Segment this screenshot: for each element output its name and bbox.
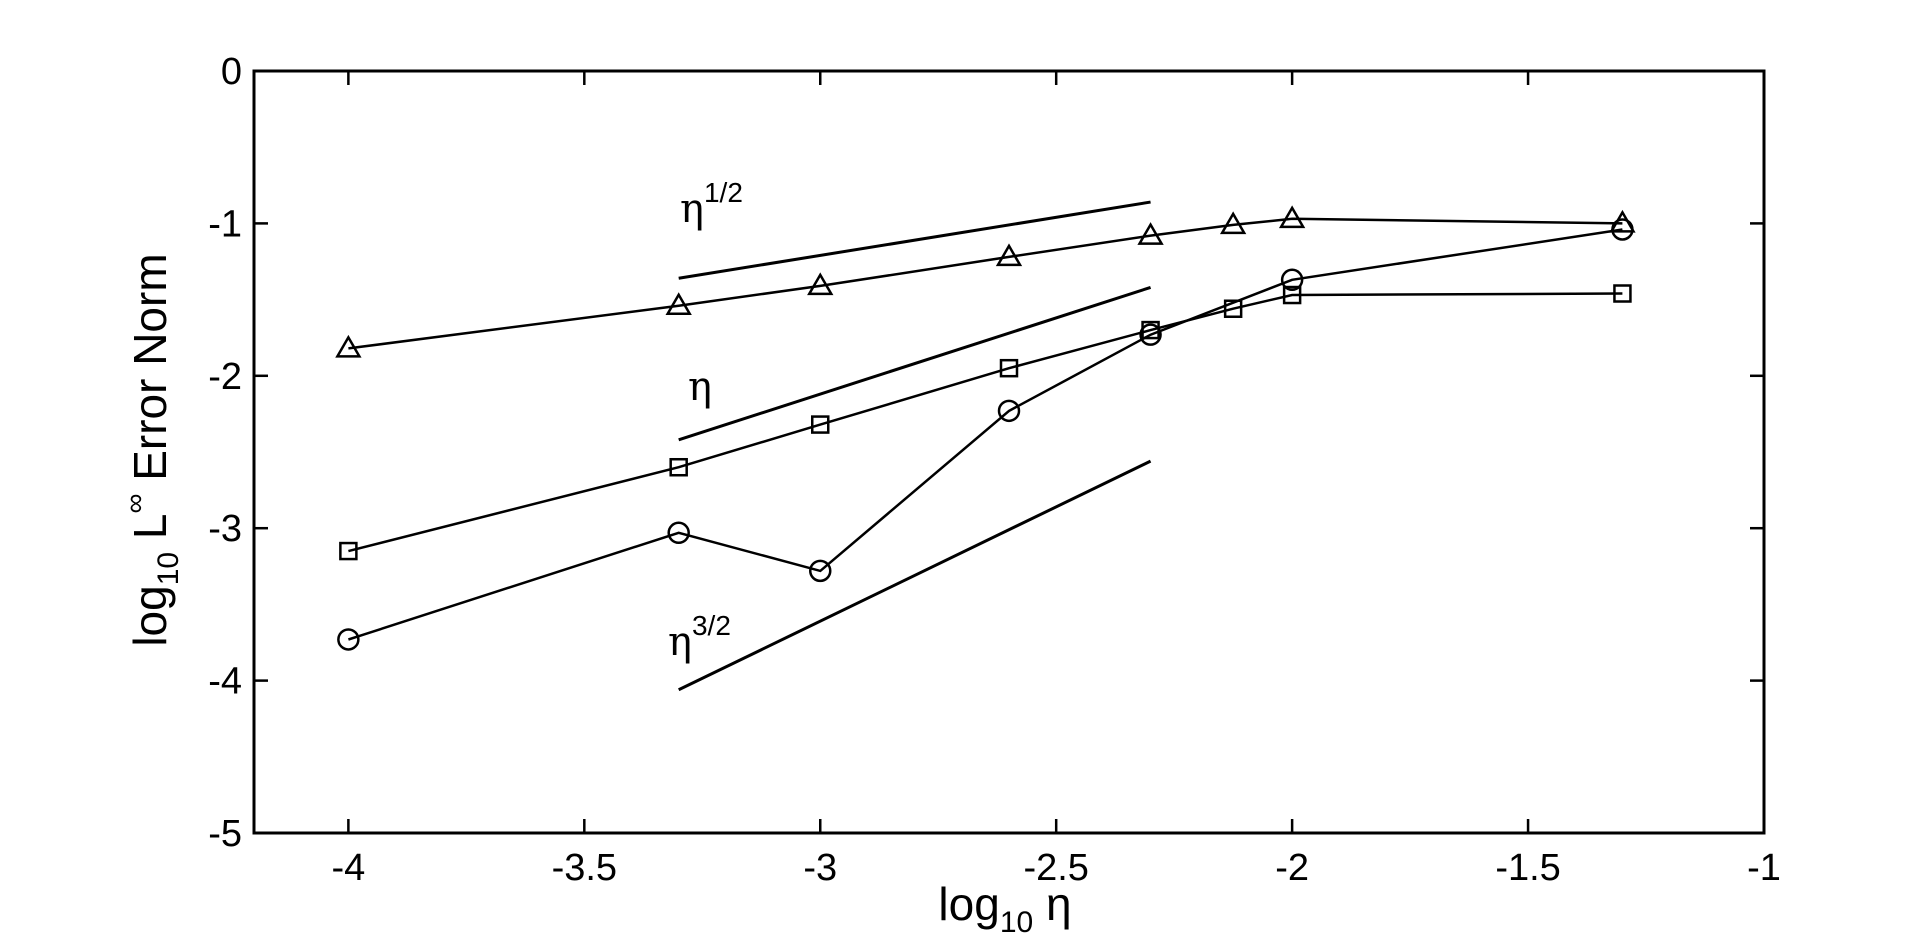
triangle-marker (807, 272, 834, 296)
y-tick-label: -4 (208, 661, 242, 703)
triangle-marker (995, 243, 1023, 267)
square-marker (1282, 285, 1302, 305)
triangle-marker (1137, 222, 1164, 245)
triangle-marker (335, 334, 362, 358)
x-tick-label: -1.5 (1495, 847, 1560, 889)
x-tick-label: -2.5 (1023, 847, 1088, 889)
triangle-marker (1219, 211, 1247, 235)
reference-slope-label: η3/2 (668, 610, 731, 665)
x-axis-label: log10 η (938, 878, 1071, 939)
x-tick-label: -3.5 (552, 847, 617, 889)
x-tick-label: -3 (803, 847, 837, 889)
y-axis-label-sub: 10 (152, 552, 185, 585)
x-tick-label: -1 (1747, 847, 1781, 889)
y-tick-label: 0 (221, 51, 242, 93)
x-tick-label: -4 (331, 847, 365, 889)
circle-marker (337, 628, 360, 651)
y-axis-label-sup: ∞ (119, 494, 150, 514)
x-axis-label-sub: 10 (1000, 906, 1033, 939)
circle-marker (997, 399, 1021, 423)
reference-slope-line (678, 285, 1152, 442)
y-axis-label: log10 L∞ Error Norm (119, 253, 185, 646)
y-axis-label-mid: L (124, 514, 176, 552)
series-line-circle (348, 228, 1623, 641)
circle-marker (809, 559, 832, 583)
data-series (335, 205, 1636, 651)
square-marker (669, 457, 688, 477)
square-marker (339, 541, 358, 561)
triangle-marker (1278, 205, 1306, 229)
series-line-triangle (348, 217, 1623, 350)
square-marker (1223, 299, 1243, 318)
reference-slope-label: η (688, 364, 712, 410)
circle-marker (1280, 268, 1304, 292)
reference-slope-label-sup: 3/2 (692, 610, 731, 641)
axis-labels: log10 η log10 L∞ Error Norm (119, 253, 1072, 939)
y-tick-label: -3 (208, 508, 242, 550)
reference-slope-label: η1/2 (680, 177, 743, 232)
x-tick-label: -2 (1275, 847, 1309, 889)
reference-slope-label-sup: 1/2 (704, 177, 743, 208)
circle-marker (667, 521, 690, 545)
x-axis-label-base: log (938, 878, 999, 930)
x-axis-label-rest: η (1033, 878, 1071, 930)
reference-slope-label-base: η (680, 186, 704, 232)
reference-slope-line (678, 459, 1152, 692)
series-line-square (348, 292, 1623, 553)
circle-marker (1611, 218, 1634, 241)
square-marker (1613, 284, 1632, 303)
y-tick-label: -5 (208, 813, 242, 855)
circle-marker (1139, 323, 1162, 346)
reference-slope-label-base: η (668, 619, 692, 665)
y-axis-label-rest: Error Norm (124, 253, 176, 493)
axes: -4 -3.5 -3 -2.5 -2 -1.5 -1 0 -1 -2 -3 -4 -5 (208, 51, 1781, 889)
y-tick-label: -2 (208, 356, 242, 398)
square-marker (999, 358, 1019, 378)
y-tick-label: -1 (208, 203, 242, 245)
reference-slope-label-base: η (688, 364, 712, 410)
square-marker (811, 415, 830, 434)
y-axis-label-base: log (124, 585, 176, 646)
reference-slope-line (678, 200, 1151, 280)
triangle-marker (665, 292, 692, 315)
plot-frame (252, 69, 1766, 835)
